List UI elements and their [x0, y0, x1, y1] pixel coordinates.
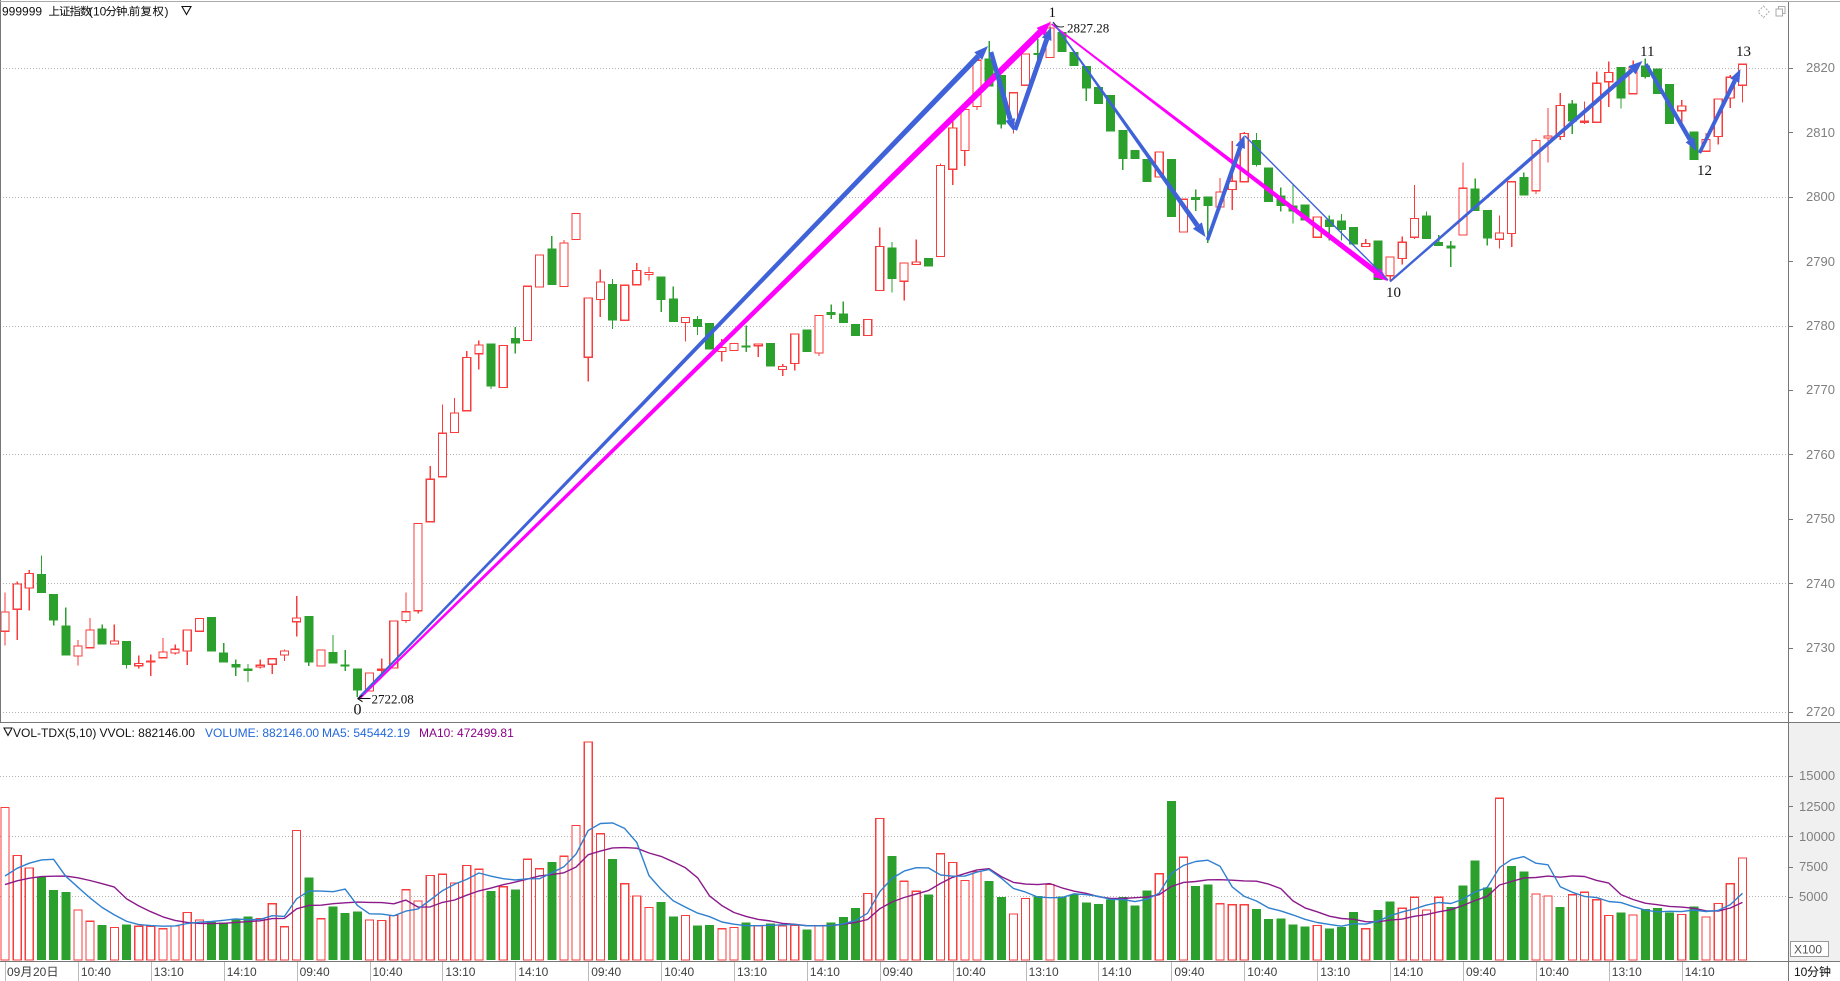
- svg-text:09:40: 09:40: [1466, 965, 1496, 979]
- svg-text:13: 13: [1736, 44, 1751, 60]
- svg-text:13:10: 13:10: [1320, 965, 1350, 979]
- svg-text:13:10: 13:10: [445, 965, 475, 979]
- svg-text:13:10: 13:10: [1612, 965, 1642, 979]
- svg-text:5000: 5000: [1799, 889, 1828, 904]
- svg-text:13:10: 13:10: [1029, 965, 1059, 979]
- svg-text:X100: X100: [1794, 943, 1822, 957]
- svg-text:10:40: 10:40: [81, 965, 111, 979]
- svg-text:20: 20: [33, 965, 47, 979]
- svg-text:14:10: 14:10: [1102, 965, 1132, 979]
- svg-text:VVOL: 882146.00: VVOL: 882146.00: [100, 726, 196, 740]
- svg-text:14:10: 14:10: [1393, 965, 1423, 979]
- svg-text:): ): [165, 5, 169, 19]
- svg-text:10: 10: [1794, 965, 1808, 979]
- svg-text:2800: 2800: [1806, 189, 1835, 204]
- svg-text:2750: 2750: [1806, 511, 1835, 526]
- svg-text:13:10: 13:10: [154, 965, 184, 979]
- svg-text:2827.28: 2827.28: [1067, 21, 1109, 36]
- svg-text:14:10: 14:10: [810, 965, 840, 979]
- svg-text:15000: 15000: [1799, 768, 1835, 783]
- svg-text:2780: 2780: [1806, 318, 1835, 333]
- svg-text:2722.08: 2722.08: [372, 692, 414, 707]
- svg-text:2770: 2770: [1806, 382, 1835, 397]
- svg-text:14:10: 14:10: [1685, 965, 1715, 979]
- svg-text:09:40: 09:40: [1174, 965, 1204, 979]
- svg-text:2790: 2790: [1806, 254, 1835, 269]
- svg-text:2720: 2720: [1806, 704, 1835, 719]
- svg-text:VOLUME: 882146.00: VOLUME: 882146.00: [205, 726, 319, 740]
- svg-text:14:10: 14:10: [518, 965, 548, 979]
- svg-text:2730: 2730: [1806, 640, 1835, 655]
- svg-text:.: .: [127, 5, 130, 19]
- svg-text:MA10: 472499.81: MA10: 472499.81: [419, 726, 514, 740]
- svg-text:13:10: 13:10: [737, 965, 767, 979]
- svg-text:2810: 2810: [1806, 125, 1835, 140]
- svg-text:1: 1: [1049, 5, 1057, 21]
- svg-text:MA5: 545442.19: MA5: 545442.19: [322, 726, 410, 740]
- svg-text:(10: (10: [89, 5, 107, 19]
- svg-text:10:40: 10:40: [664, 965, 694, 979]
- svg-text:10: 10: [1386, 285, 1401, 301]
- svg-text:2820: 2820: [1806, 60, 1835, 75]
- svg-text:09:40: 09:40: [300, 965, 330, 979]
- svg-text:14:10: 14:10: [227, 965, 257, 979]
- svg-text:2760: 2760: [1806, 447, 1835, 462]
- svg-text:10:40: 10:40: [1539, 965, 1569, 979]
- svg-text:10:40: 10:40: [1247, 965, 1277, 979]
- svg-text:12: 12: [1697, 163, 1712, 179]
- svg-text:2740: 2740: [1806, 576, 1835, 591]
- svg-text:09:40: 09:40: [591, 965, 621, 979]
- svg-text:12500: 12500: [1799, 799, 1835, 814]
- svg-text:VOL-TDX(5,10): VOL-TDX(5,10): [13, 726, 96, 740]
- svg-text:10000: 10000: [1799, 829, 1835, 844]
- svg-text:7500: 7500: [1799, 859, 1828, 874]
- svg-text:0: 0: [354, 702, 362, 719]
- svg-text:10:40: 10:40: [373, 965, 403, 979]
- svg-text:09:40: 09:40: [883, 965, 913, 979]
- svg-text:10:40: 10:40: [956, 965, 986, 979]
- svg-text:999999: 999999: [2, 5, 42, 19]
- svg-text:11: 11: [1640, 44, 1654, 60]
- svg-text:09: 09: [7, 965, 21, 979]
